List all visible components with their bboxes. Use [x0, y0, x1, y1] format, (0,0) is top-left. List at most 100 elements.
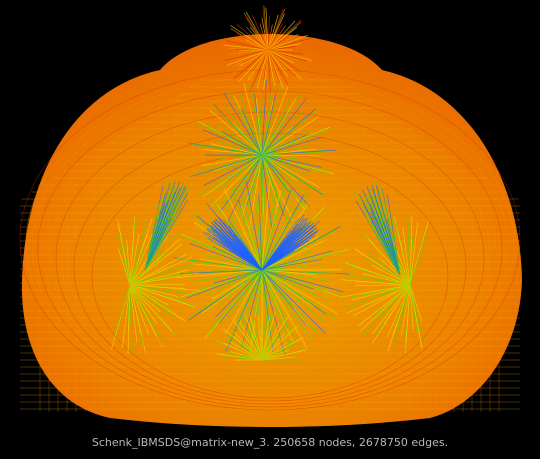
edge-line: [347, 284, 411, 314]
edge-line: [267, 49, 298, 62]
edge-line: [261, 258, 323, 271]
edge-line: [261, 154, 273, 230]
edge-line: [234, 154, 263, 224]
edge-line: [176, 269, 263, 279]
edge-line: [226, 49, 269, 66]
edge-line: [261, 154, 294, 222]
edge-line: [191, 263, 263, 271]
edge-line: [368, 238, 411, 286]
edge-line: [129, 284, 149, 349]
radial-edge-clusters: [111, 5, 429, 361]
edge-line: [369, 284, 411, 321]
edge-line: [229, 49, 269, 55]
edge-line: [261, 310, 267, 361]
edge-line: [262, 49, 269, 80]
edge-line: [224, 333, 263, 361]
edge-line: [230, 341, 263, 361]
edge-line: [351, 284, 411, 301]
edge-line: [261, 324, 280, 361]
edge-line: [267, 49, 289, 77]
edge-line: [193, 269, 263, 293]
edge-line: [409, 284, 423, 322]
edge-line: [241, 154, 263, 217]
edge-line: [144, 217, 178, 271]
edge-line: [129, 284, 193, 295]
edge-line: [261, 226, 318, 271]
edge-line: [144, 204, 160, 271]
edge-line: [267, 15, 270, 51]
edge-line: [261, 269, 307, 326]
edge-line: [340, 279, 411, 286]
edge-line: [267, 25, 287, 51]
edge-line: [261, 269, 326, 334]
edge-line: [261, 154, 298, 182]
edge-line: [370, 196, 401, 276]
edge-line: [221, 201, 263, 271]
edge-line: [129, 253, 187, 286]
edge-line: [129, 222, 147, 286]
edge-line: [117, 248, 131, 286]
edge-line: [129, 284, 139, 327]
edge-line: [261, 269, 274, 353]
edge-line: [409, 284, 423, 348]
edge-line: [261, 96, 298, 156]
edge-line: [189, 242, 263, 271]
edge-line: [261, 154, 267, 227]
edge-line: [129, 284, 158, 324]
edge-line: [224, 106, 263, 156]
edge-line: [261, 314, 279, 361]
edge-line: [201, 154, 263, 167]
edge-line: [252, 310, 263, 361]
contour-ring: [55, 111, 485, 405]
edge-line: [234, 37, 269, 51]
edge-line: [409, 284, 414, 330]
edge-line: [261, 264, 323, 271]
edge-line: [192, 239, 263, 271]
edge-line: [390, 235, 411, 286]
edge-line: [261, 251, 340, 271]
edge-line: [379, 257, 411, 286]
edge-line: [405, 284, 411, 328]
edge-line: [231, 269, 263, 314]
edge-line: [261, 337, 304, 361]
edge-line: [261, 269, 276, 345]
edge-line: [261, 154, 320, 188]
edge-line: [261, 269, 293, 354]
edge-line: [261, 269, 331, 302]
edge-line: [129, 246, 145, 286]
edge-line: [214, 154, 263, 175]
edge-line: [343, 284, 411, 292]
edge-line: [233, 49, 269, 74]
contour-ring: [19, 69, 521, 411]
edge-line: [261, 80, 267, 156]
edge-line: [129, 284, 186, 322]
edge-line: [180, 269, 263, 274]
edge-line: [246, 49, 269, 88]
edge-line: [207, 269, 263, 334]
edge-line: [261, 322, 289, 361]
edge-line: [372, 189, 401, 276]
edge-line: [129, 278, 197, 286]
edge-line: [126, 240, 131, 286]
edge-line: [232, 331, 263, 361]
edge-line: [252, 15, 269, 51]
edge-line: [261, 154, 295, 209]
edge-line: [261, 356, 296, 361]
edge-line: [129, 284, 200, 291]
edge-line: [261, 229, 337, 271]
edge-line: [267, 49, 295, 64]
contour-ring: [43, 97, 497, 407]
contour-ring: [79, 139, 461, 401]
edge-line: [129, 284, 161, 322]
edge-line: [341, 284, 411, 298]
edge-line: [223, 44, 269, 51]
edge-line: [205, 254, 263, 271]
edge-line: [227, 353, 263, 361]
edge-line: [213, 221, 263, 271]
edge-line: [249, 314, 263, 361]
edge-line: [261, 192, 308, 271]
edge-line: [210, 143, 263, 156]
edge-line: [121, 284, 131, 348]
edge-line: [204, 269, 263, 297]
edge-line: [261, 136, 323, 156]
